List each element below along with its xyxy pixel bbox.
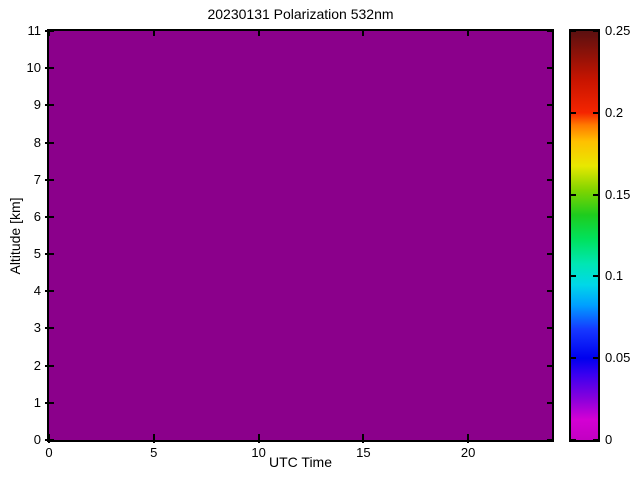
y-right-tick-mark: [547, 290, 552, 293]
chart-title: 20230131 Polarization 532nm: [207, 6, 394, 22]
plot-area: [47, 29, 554, 442]
colorbar-tick-mark-right: [593, 439, 598, 441]
y-right-tick-mark: [547, 439, 552, 441]
x-tick-label: 20: [460, 445, 476, 460]
y-axis-label: Altitude [km]: [7, 197, 23, 275]
y-right-tick-mark: [547, 178, 552, 181]
colorbar-tick-mark-right: [593, 275, 598, 278]
y-tick-mark: [45, 253, 54, 256]
x-tick-label: 10: [251, 445, 266, 460]
x-tick-label: 5: [150, 445, 158, 460]
colorbar-tick-label: 0: [605, 432, 613, 447]
colorbar-tick-mark-right: [593, 111, 598, 114]
x-tick-mark: [362, 434, 365, 443]
x-top-tick-mark: [362, 31, 365, 36]
y-right-tick-mark: [547, 364, 552, 367]
x-tick-mark: [152, 434, 155, 443]
colorbar-tick-label: 0.1: [605, 268, 624, 284]
y-tick-label: 5: [33, 246, 41, 262]
colorbar-tick-mark-left: [571, 275, 576, 278]
y-tick-mark: [45, 178, 54, 181]
y-right-tick-mark: [547, 327, 552, 330]
colorbar-tick-mark-left: [571, 111, 576, 114]
y-tick-label: 1: [33, 394, 41, 410]
y-tick-label: 11: [27, 23, 42, 38]
y-tick-label: 7: [33, 171, 41, 187]
x-top-tick-mark: [467, 31, 470, 36]
colorbar-tick-label: 0.15: [605, 186, 631, 202]
y-tick-mark: [45, 215, 54, 218]
y-tick-mark: [45, 439, 54, 441]
y-tick-mark: [45, 401, 54, 404]
y-right-tick-mark: [547, 67, 552, 70]
x-axis-label: UTC Time: [269, 454, 332, 470]
y-right-tick-mark: [547, 104, 552, 107]
y-tick-label: 4: [33, 283, 41, 299]
x-top-tick-mark: [48, 31, 50, 36]
colorbar-tick-mark-left: [571, 193, 576, 196]
x-top-tick-mark: [257, 31, 260, 36]
x-tick-mark: [467, 434, 470, 443]
y-right-tick-mark: [547, 30, 552, 32]
colorbar-tick-mark-right: [593, 30, 598, 32]
colorbar-tick-mark-left: [571, 357, 576, 360]
x-tick-label: 15: [356, 445, 371, 460]
y-right-tick-mark: [547, 141, 552, 144]
colorbar-tick-label: 0.05: [605, 350, 631, 366]
y-tick-mark: [45, 141, 54, 144]
colorbar-tick-mark-left: [571, 439, 576, 441]
y-right-tick-mark: [547, 215, 552, 218]
x-top-tick-mark: [152, 31, 155, 36]
colorbar-tick-mark-right: [593, 193, 598, 196]
y-tick-label: 2: [33, 357, 41, 373]
y-tick-label: 6: [33, 208, 41, 224]
y-tick-label: 3: [33, 320, 41, 336]
y-tick-label: 0: [33, 432, 41, 447]
x-tick-mark: [48, 434, 50, 443]
y-tick-mark: [45, 30, 54, 32]
x-tick-label: 0: [45, 445, 53, 460]
colorbar-tick-mark-right: [593, 357, 598, 360]
y-tick-mark: [45, 327, 54, 330]
y-tick-mark: [45, 290, 54, 293]
x-tick-mark: [257, 434, 260, 443]
colorbar-tick-label: 0.2: [605, 104, 624, 120]
y-tick-mark: [45, 67, 54, 70]
y-tick-mark: [45, 364, 54, 367]
y-tick-mark: [45, 104, 54, 107]
y-right-tick-mark: [547, 401, 552, 404]
colorbar-tick-mark-left: [571, 30, 576, 32]
y-tick-label: 10: [26, 60, 41, 76]
y-tick-label: 9: [33, 97, 41, 113]
colorbar: [569, 29, 600, 442]
colorbar-tick-label: 0.25: [605, 23, 631, 38]
y-right-tick-mark: [547, 253, 552, 256]
y-tick-label: 8: [33, 134, 41, 150]
